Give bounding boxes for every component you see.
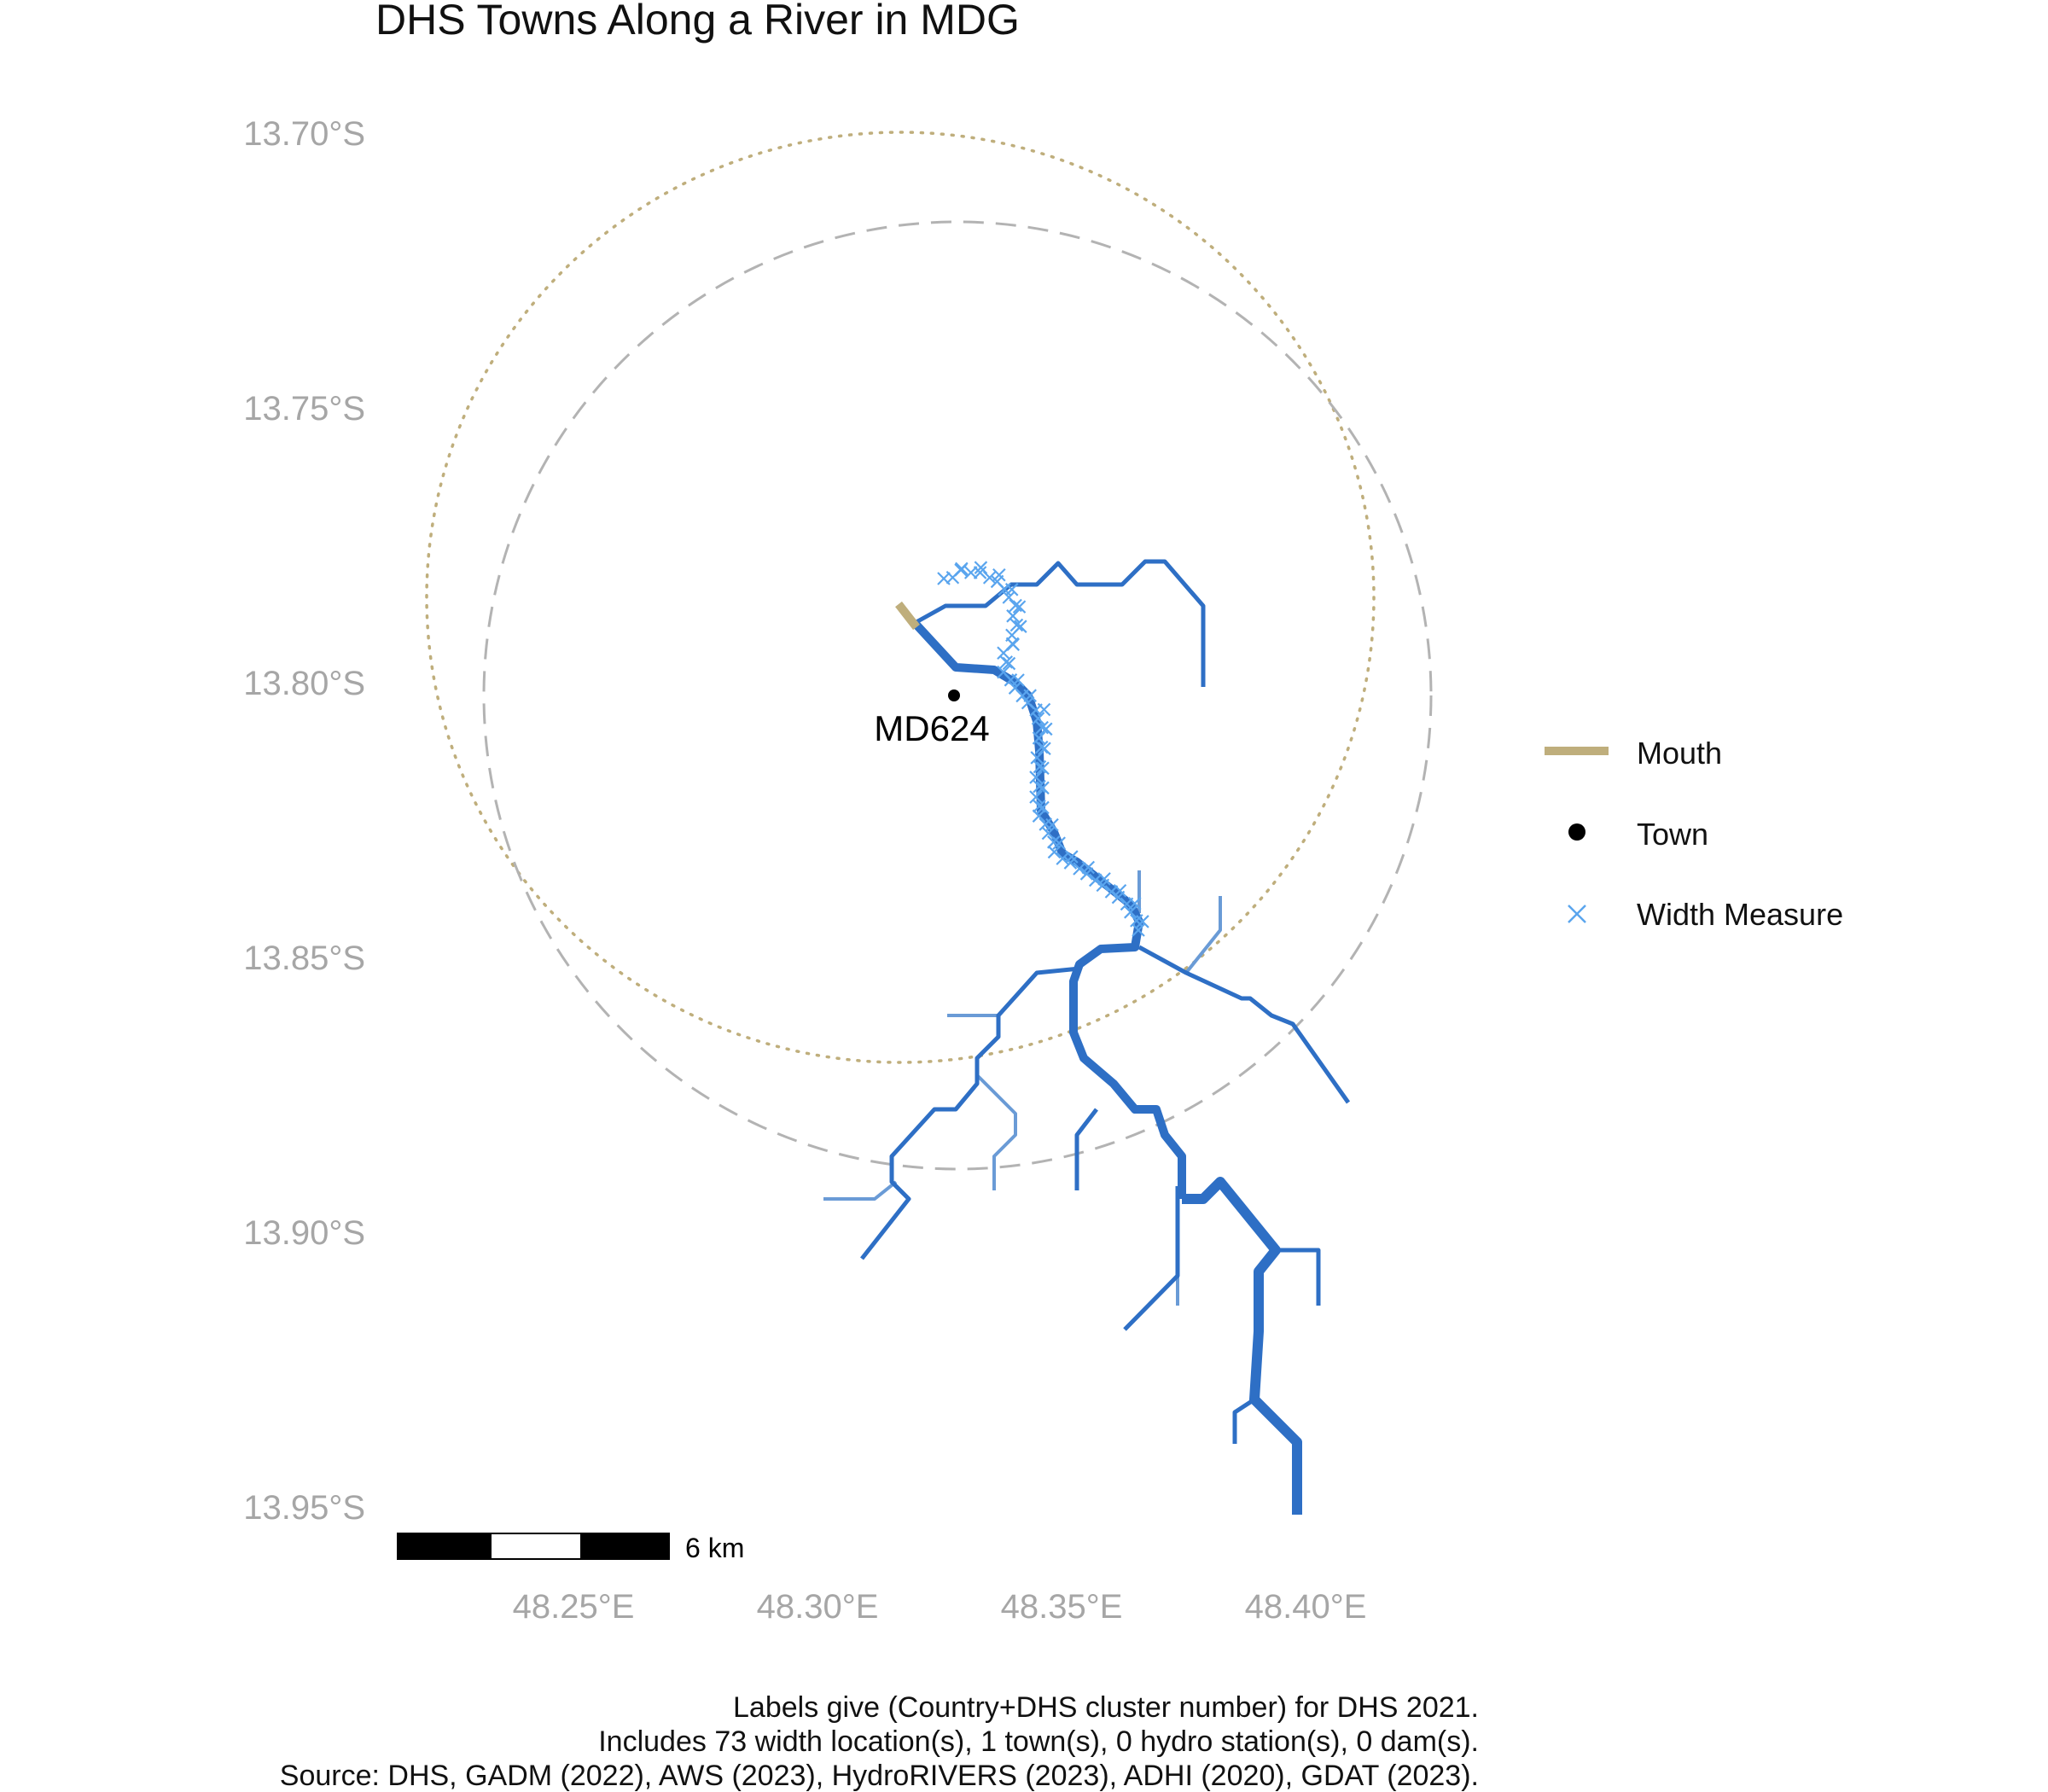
buffer-circle-dotted: [425, 131, 1376, 1064]
scale-bar: 6 km: [397, 1533, 744, 1563]
buffer-circle-dashed: [482, 220, 1433, 1171]
width-measures: [937, 561, 1149, 937]
legend: Mouth Town Width Measure: [1545, 736, 1843, 932]
river-segment: [1232, 1397, 1256, 1444]
width-measure-marker: [1036, 781, 1050, 795]
width-measure-marker: [1009, 618, 1024, 632]
width-measure-marker: [1030, 751, 1044, 765]
width-measure-marker: [1023, 689, 1037, 702]
width-measure-marker: [1035, 720, 1049, 735]
width-measure-marker: [1012, 600, 1027, 614]
width-measure-marker: [954, 563, 968, 577]
river-mouth: [895, 601, 920, 631]
width-measure-marker: [1047, 845, 1062, 859]
y-tick-label: 13.90°S: [243, 1214, 365, 1252]
caption: Labels give (Country+DHS cluster number)…: [280, 1691, 1479, 1792]
x-tick-label: 48.40°E: [1245, 1588, 1367, 1626]
town-label: MD624: [874, 708, 989, 748]
legend-width-measure-swatch: [1568, 905, 1586, 923]
y-axis: 13.70°S 13.75°S 13.80°S 13.85°S 13.90°S …: [243, 115, 365, 1527]
width-measure-marker: [1041, 826, 1056, 841]
y-tick-label: 13.80°S: [243, 665, 365, 702]
width-measure-marker: [1124, 905, 1137, 919]
legend-town-swatch: [1568, 823, 1585, 841]
width-measure-marker: [1011, 673, 1025, 687]
x-tick-label: 48.25°E: [513, 1588, 635, 1626]
width-measure-marker: [1002, 591, 1016, 604]
width-measure-marker: [1032, 809, 1046, 823]
width-measure-marker: [1132, 923, 1145, 937]
legend-label: Mouth: [1637, 736, 1722, 771]
legend-label: Town: [1637, 817, 1708, 852]
y-tick-label: 13.85°S: [243, 940, 365, 977]
x-tick-label: 48.30°E: [757, 1588, 879, 1626]
river-segment: [1123, 1186, 1180, 1331]
river-segment: [1276, 1248, 1321, 1306]
width-measure-marker: [1052, 836, 1066, 850]
scale-bar-label: 6 km: [685, 1533, 744, 1563]
width-measure-marker: [1031, 712, 1045, 725]
y-tick-label: 13.95°S: [243, 1489, 365, 1527]
y-tick-label: 13.75°S: [243, 390, 365, 428]
caption-line: Source: DHS, GADM (2022), AWS (2023), Hy…: [280, 1760, 1479, 1792]
width-measure-marker: [1063, 856, 1078, 870]
river-segment: [1074, 1108, 1098, 1190]
river-segment: [823, 1180, 898, 1201]
map-title: DHS Towns Along a River in MDG: [375, 0, 1020, 44]
width-measure-marker: [1037, 702, 1051, 717]
x-axis: 48.25°E 48.30°E 48.35°E 48.40°E: [513, 1588, 1367, 1626]
y-tick-label: 13.70°S: [243, 115, 365, 153]
width-measure-marker: [1111, 890, 1126, 905]
width-measure-marker: [1033, 779, 1046, 794]
width-measure-marker: [1136, 915, 1149, 928]
width-measure-marker: [1029, 790, 1043, 804]
width-measure-marker: [1004, 583, 1019, 596]
width-measure-marker: [1096, 878, 1110, 893]
river-segment: [975, 1073, 1017, 1190]
width-measure-marker: [1127, 896, 1142, 911]
width-measure-marker: [1006, 609, 1020, 623]
width-measure-marker: [1032, 731, 1046, 745]
legend-label: Width Measure: [1637, 897, 1843, 932]
width-measure-marker: [1033, 759, 1047, 774]
river-network: [823, 559, 1351, 1515]
width-measure-marker: [1034, 740, 1049, 754]
river-segment: [913, 559, 1206, 687]
river-segment: [1184, 896, 1222, 975]
width-measure-marker: [973, 566, 987, 579]
caption-line: Includes 73 width location(s), 1 town(s)…: [598, 1725, 1479, 1758]
width-measure-marker: [1002, 656, 1016, 671]
river-main-stem: [1182, 1177, 1302, 1515]
town-marker: [948, 689, 960, 701]
caption-line: Labels give (Country+DHS cluster number)…: [733, 1691, 1479, 1724]
width-measure-marker: [1047, 835, 1061, 849]
width-measure-marker: [1079, 867, 1094, 881]
x-tick-label: 48.35°E: [1001, 1588, 1123, 1626]
width-measure-marker: [997, 646, 1010, 660]
river-segment: [1137, 945, 1351, 1104]
width-measure-marker: [982, 571, 997, 585]
width-measure-marker: [999, 655, 1013, 669]
width-measure-marker: [1036, 800, 1050, 815]
width-measure-marker: [1033, 799, 1046, 813]
width-measure-marker: [1029, 771, 1043, 784]
width-measure-marker: [1039, 722, 1053, 736]
width-measure-marker: [1009, 598, 1022, 613]
river-segment: [860, 966, 1080, 1260]
width-measure-marker: [1038, 742, 1051, 756]
width-measure-marker: [1045, 817, 1059, 832]
river-main-stem: [911, 620, 1186, 1199]
width-measure-marker: [1036, 761, 1050, 776]
